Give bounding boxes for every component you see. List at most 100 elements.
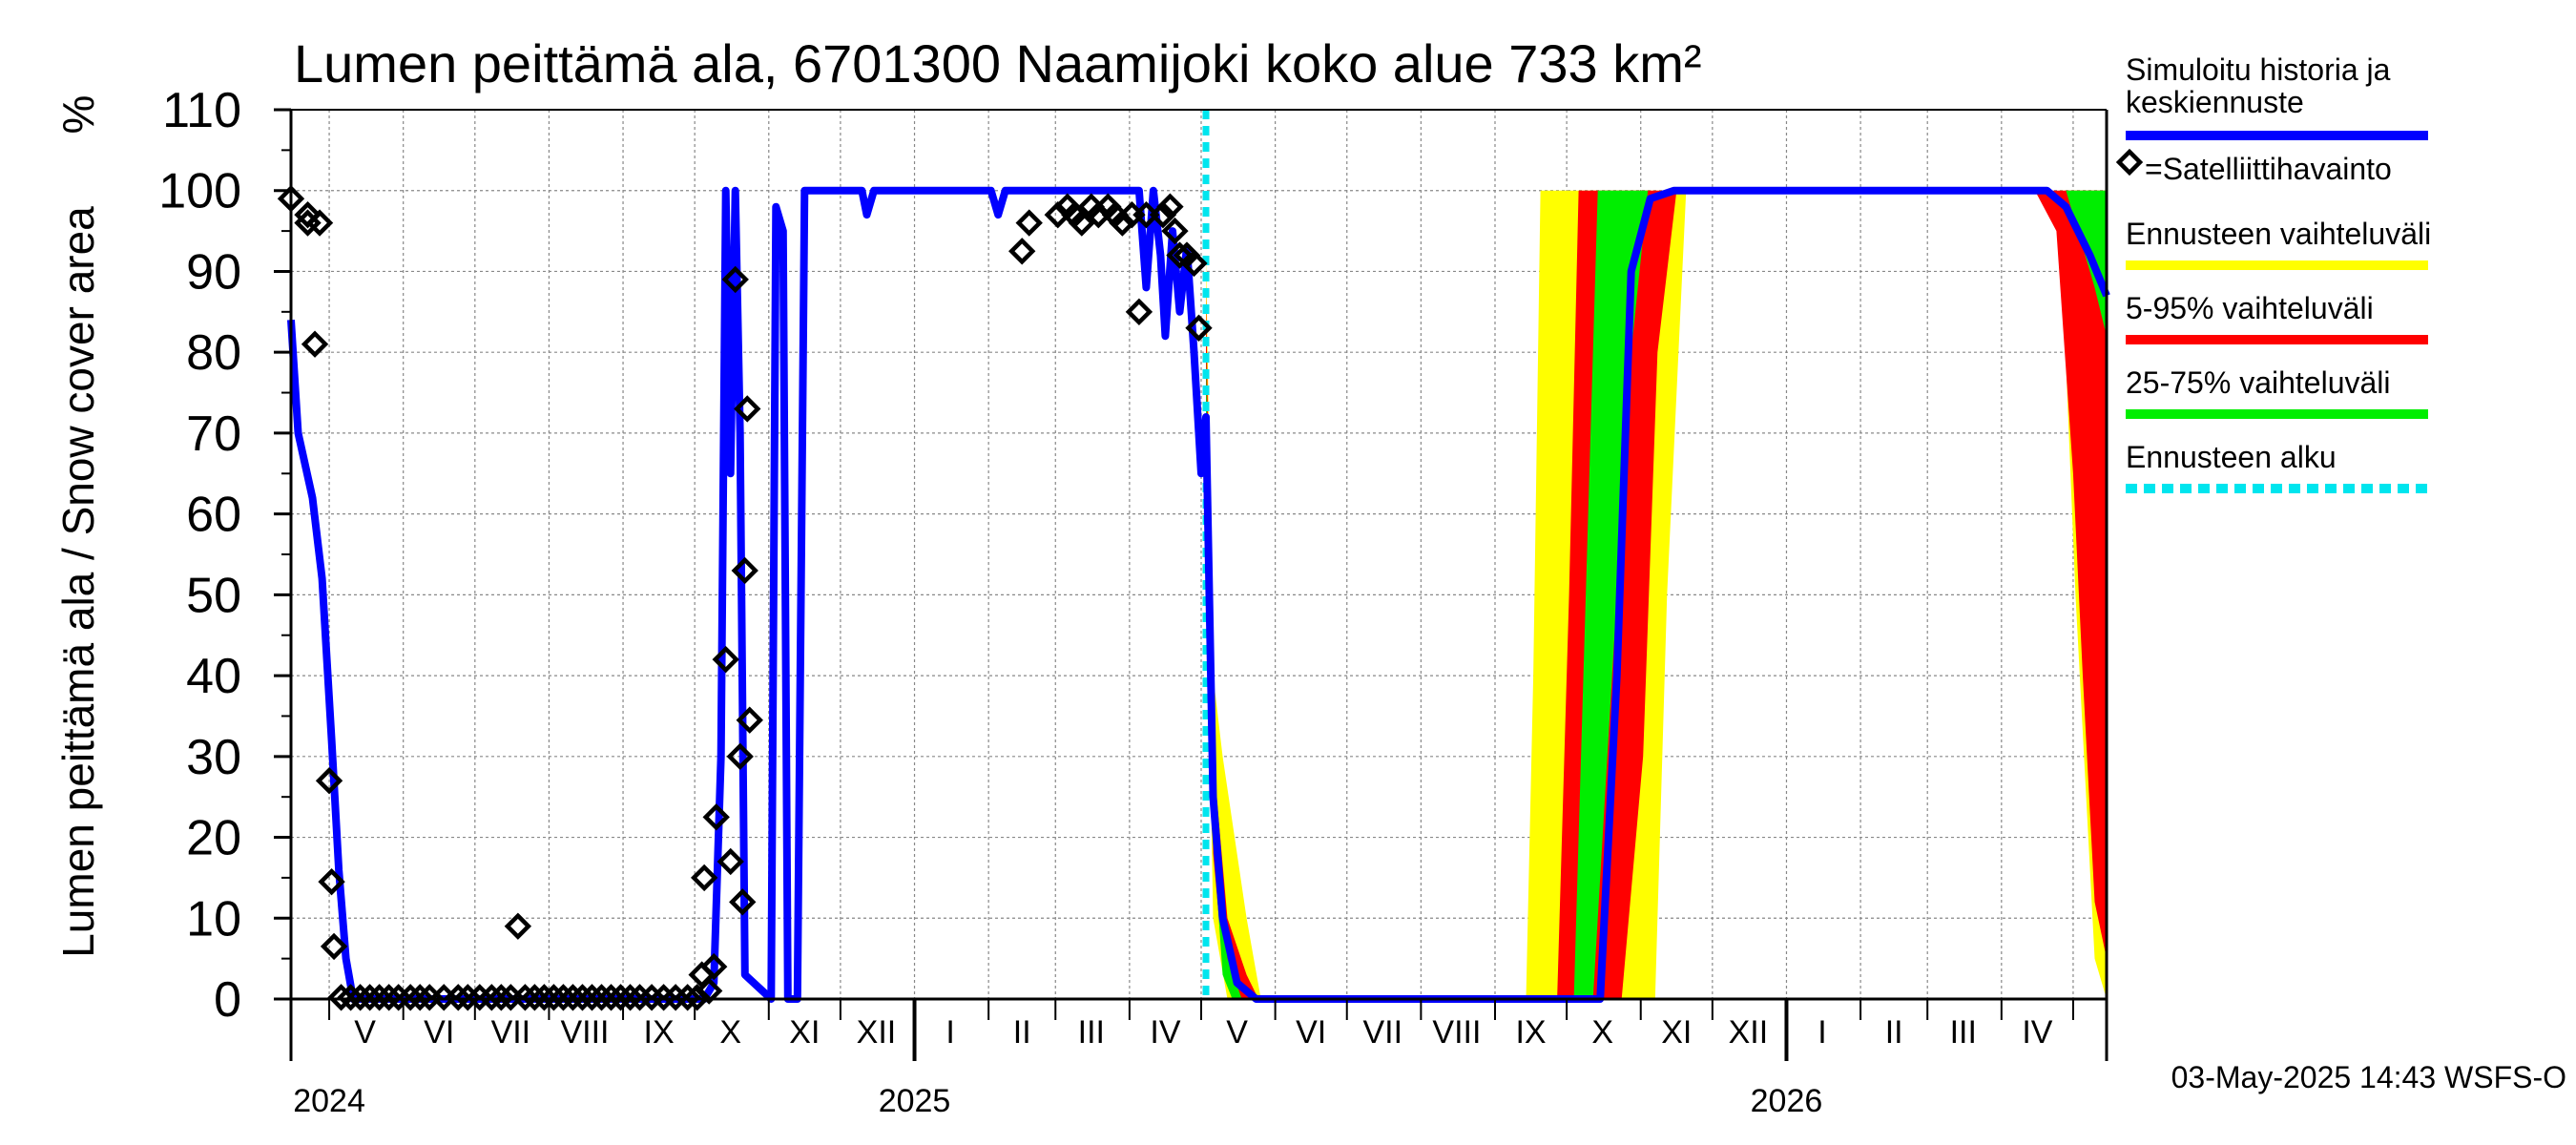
satellite-point	[1008, 238, 1036, 265]
month-label: VII	[1363, 1014, 1403, 1051]
month-label: I	[945, 1014, 954, 1051]
y-tick-label: 50	[186, 568, 241, 623]
y-tick-label: 20	[186, 811, 241, 866]
satellite-point	[318, 867, 345, 896]
satellite-point	[550, 984, 577, 1011]
satellite-point	[1068, 209, 1095, 237]
satellite-point	[700, 952, 728, 981]
legend-label: 5-95% vaihteluväli	[2126, 291, 2374, 325]
satellite-point	[569, 984, 596, 1011]
month-label: III	[1950, 1014, 1977, 1051]
month-label: V	[354, 1014, 376, 1051]
satellite-point	[1109, 209, 1136, 237]
legend-label: 25-75% vaihteluväli	[2126, 365, 2391, 400]
satellite-point	[337, 984, 364, 1011]
y-tick-label: 10	[186, 891, 241, 947]
legend-label: keskiennuste	[2126, 85, 2304, 119]
y-axis-label: Lumen peittämä ala / Snow cover area	[53, 206, 103, 958]
y-tick-labels: 0 10 20 30 40 50 60 70 80 90 100 110	[158, 83, 241, 1028]
satellite-point	[521, 984, 549, 1011]
satellite-point	[717, 847, 744, 876]
month-label: IV	[1150, 1014, 1180, 1051]
month-label: IV	[2022, 1014, 2052, 1051]
y-axis-unit: %	[53, 95, 103, 135]
legend-diamond	[2115, 148, 2144, 177]
month-label: V	[1226, 1014, 1248, 1051]
series-lines	[287, 186, 2110, 1003]
satellite-point	[301, 330, 329, 358]
satellite-point	[712, 645, 739, 674]
satellite-point	[540, 984, 568, 1011]
month-label: VI	[424, 1014, 454, 1051]
satellite-point	[616, 984, 644, 1011]
y-tick-label: 80	[186, 325, 241, 381]
satellite-point	[375, 984, 403, 1011]
satellite-point	[731, 556, 758, 585]
variation-bands	[1206, 190, 2107, 999]
year-label: 2025	[879, 1083, 951, 1119]
satellite-point	[588, 984, 615, 1011]
month-label: II	[1013, 1014, 1031, 1051]
month-label: IX	[1515, 1014, 1546, 1051]
month-label: IX	[644, 1014, 675, 1051]
simulated-history-line	[287, 186, 2110, 1003]
month-label: X	[1591, 1014, 1613, 1051]
month-labels: V VI VII VIII IX X XI XII I II III IV V VI VII VIII IX X X…	[354, 1014, 2052, 1051]
band-5-95-vaihteluv-li	[1206, 190, 2107, 999]
year-label: 2024	[293, 1083, 365, 1119]
satellite-point	[504, 912, 532, 940]
satellite-point	[736, 706, 763, 734]
satellite-point	[1125, 298, 1153, 326]
satellite-point	[530, 984, 558, 1011]
footer-timestamp: 03-May-2025 14:43 WSFS-O	[2171, 1060, 2566, 1094]
satellite-point	[445, 984, 472, 1011]
satellite-point	[726, 742, 754, 771]
satellite-point	[597, 984, 625, 1011]
year-label: 2026	[1751, 1083, 1823, 1119]
satellite-point	[696, 977, 723, 1005]
satellite-point	[691, 864, 718, 892]
satellite-point	[1015, 209, 1043, 237]
y-tick-label: 60	[186, 488, 241, 543]
satellite-point	[488, 984, 515, 1011]
satellite-point	[320, 932, 348, 961]
month-label: VIII	[1432, 1014, 1481, 1051]
satellite-point	[559, 984, 587, 1011]
satellite-observations	[277, 185, 1213, 1011]
month-label: VII	[491, 1014, 531, 1051]
satellite-point	[356, 984, 384, 1011]
year-labels: 2024 2025 2026	[293, 1083, 1822, 1119]
satellite-point	[406, 984, 434, 1011]
band-ennusteen-vaihteluv-li	[1206, 190, 2107, 999]
axes	[274, 108, 2109, 1061]
y-tick-label: 110	[162, 83, 241, 138]
satellite-point	[305, 209, 334, 237]
month-label: XII	[857, 1014, 897, 1051]
month-label: X	[719, 1014, 741, 1051]
satellite-point	[327, 984, 355, 1011]
month-label: VI	[1296, 1014, 1326, 1051]
y-tick-label: 100	[158, 164, 241, 219]
y-tick-label: 90	[186, 244, 241, 300]
y-tick-label: 70	[186, 406, 241, 462]
satellite-point	[1156, 193, 1184, 220]
satellite-point	[511, 984, 539, 1011]
satellite-point	[315, 767, 343, 795]
satellite-point	[734, 395, 761, 423]
satellite-point	[674, 984, 701, 1011]
y-tick-label: 30	[186, 730, 241, 785]
satellite-point	[721, 265, 749, 294]
month-label: VIII	[560, 1014, 609, 1051]
satellite-point	[397, 984, 425, 1011]
month-label: III	[1078, 1014, 1105, 1051]
month-label: XII	[1729, 1014, 1769, 1051]
satellite-point	[1161, 217, 1189, 245]
y-tick-label: 0	[214, 972, 241, 1028]
satellite-point	[365, 984, 393, 1011]
legend-label: Ennusteen alku	[2126, 440, 2337, 474]
satellite-point	[1166, 241, 1194, 269]
legend-label: Ennusteen vaihteluväli	[2126, 217, 2431, 251]
month-label: XI	[1661, 1014, 1692, 1051]
